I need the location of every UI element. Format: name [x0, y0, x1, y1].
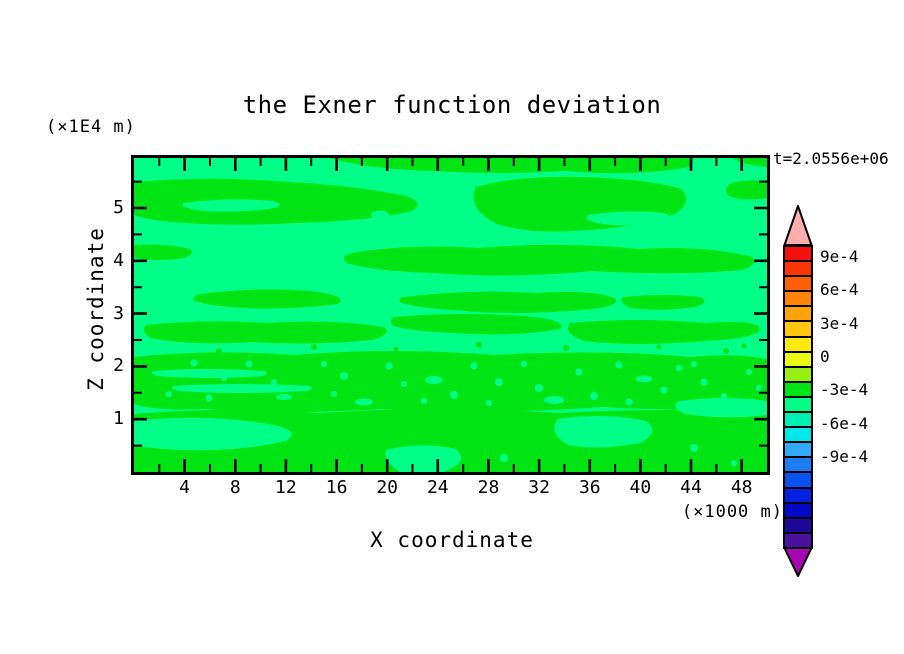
x-tick-label: 32: [528, 477, 550, 498]
y-axis-unit-label: (×1E4 m): [46, 117, 136, 137]
y-tick-label: 2: [113, 355, 124, 376]
chart-title: the Exner function deviation: [242, 91, 662, 119]
contour-map: [134, 158, 767, 472]
colorbar: [783, 205, 813, 577]
y-tick-label: 4: [113, 250, 124, 271]
minor-ticks: [134, 158, 767, 472]
colorbar-tick-label: 6e-4: [820, 280, 859, 299]
time-annotation: t=2.0556e+06: [773, 149, 889, 168]
major-ticks: [134, 158, 767, 472]
x-tick-label: 36: [578, 477, 601, 498]
y-axis-label: Z coordinate: [84, 227, 108, 391]
colorbar-tick-label: -6e-4: [820, 414, 869, 433]
x-tick-label: 20: [376, 477, 399, 498]
x-axis-label: X coordinate: [370, 528, 534, 552]
plot-area: [131, 155, 770, 475]
colorbar-tick-label: -9e-4: [820, 447, 869, 466]
x-tick-label: 4: [179, 477, 191, 498]
colorbar-under-range-arrow: [783, 546, 813, 577]
colorbar-over-range-arrow: [783, 205, 813, 246]
x-tick-label: 44: [680, 477, 702, 498]
x-tick-label: 48: [730, 477, 753, 498]
x-tick-label: 24: [426, 477, 449, 498]
x-axis-unit-label: (×1000 m): [681, 502, 783, 522]
x-tick-label: 40: [629, 477, 652, 498]
colorbar-tick-label: 9e-4: [820, 247, 859, 266]
y-tick-label: 5: [113, 197, 124, 218]
colorbar-bands: [783, 245, 813, 549]
colorbar-tick-label: 3e-4: [820, 314, 859, 333]
x-tick-label: 8: [229, 477, 241, 498]
colorbar-tick-label: -3e-4: [820, 380, 869, 399]
y-tick-label: 3: [113, 303, 124, 324]
x-tick-label: 12: [275, 477, 297, 498]
y-tick-label: 1: [113, 408, 124, 429]
x-tick-label: 16: [325, 477, 348, 498]
colorbar-tick-label: 0: [820, 347, 830, 366]
contour-speckle-holes: [134, 199, 767, 472]
x-tick-label: 28: [477, 477, 500, 498]
